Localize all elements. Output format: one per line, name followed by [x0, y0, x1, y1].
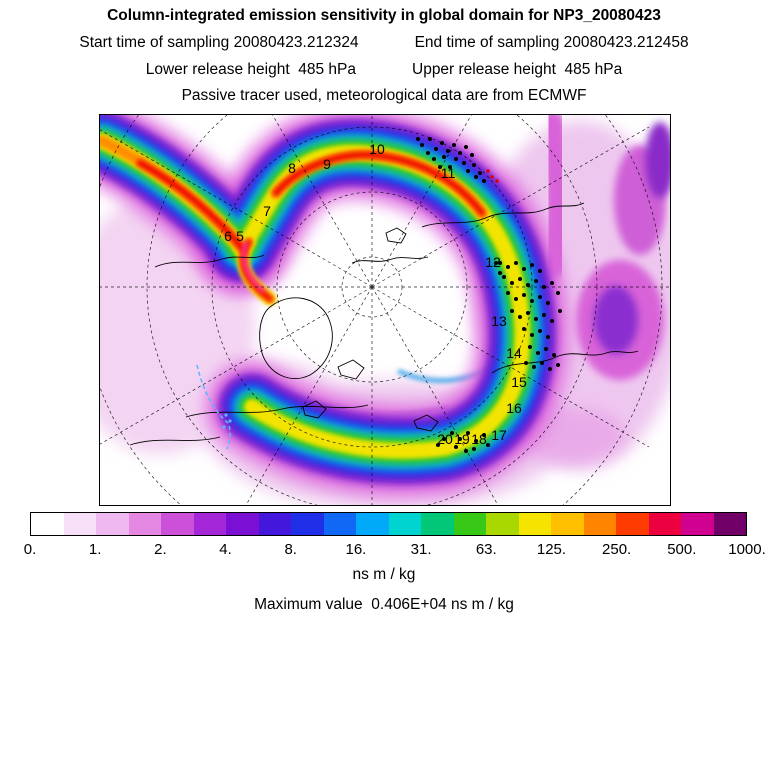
colorbar-segment — [291, 513, 324, 535]
lower-release-text: Lower release height 485 hPa — [145, 61, 356, 78]
max-value-label: Maximum value 0.406E+04 ns m / kg — [254, 596, 514, 613]
colorbar-tick-label: 1000. — [728, 541, 766, 558]
track-point-label: 11 — [441, 165, 456, 181]
colorbar-segment — [193, 513, 226, 535]
colorbar-segment — [681, 513, 714, 535]
upper-release-text: Upper release height 485 hPa — [412, 61, 623, 78]
track-point-label: 7 — [263, 203, 271, 219]
colorbar-tick-row: 0. 1. 2. 4. 8. 16. 31. 63. 125. 250. 500. 1000. — [24, 541, 766, 559]
track-point-label: 10 — [369, 141, 385, 157]
colorbar-segment — [388, 513, 421, 535]
colorbar-tick-label: 500. — [667, 541, 697, 558]
colorbar-segment — [486, 513, 519, 535]
colorbar-segment — [161, 513, 194, 535]
colorbar-segment — [63, 513, 96, 535]
colorbar-segment — [128, 513, 161, 535]
track-point-label: 12 — [485, 254, 501, 270]
sampling-times-line: Start time of sampling 20080423.212324 E… — [0, 34, 768, 52]
tracer-line: Passive tracer used, meteorological data… — [0, 87, 768, 105]
start-time-text: Start time of sampling 20080423.212324 — [79, 34, 359, 51]
track-point-label: 5 — [236, 228, 244, 244]
emission-sensitivity-map: 5 6 7 8 9 10 11 12 13 14 15 16 17 18 19 … — [100, 115, 670, 505]
colorbar-tick-label: 1. — [88, 541, 102, 558]
end-time-text: End time of sampling 20080423.212458 — [414, 34, 689, 51]
colorbar-tick-label: 2. — [154, 541, 167, 558]
colorbar-tick-label: 31. — [410, 541, 432, 558]
track-point-label: 6 — [224, 228, 232, 244]
colorbar-tick-label: 4. — [219, 541, 232, 558]
colorbar-segment — [616, 513, 649, 535]
release-heights-line: Lower release height 485 hPa Upper relea… — [0, 61, 768, 79]
colorbar-segment — [583, 513, 616, 535]
coastlines — [129, 202, 639, 446]
colorbar-segment — [713, 513, 746, 535]
track-point-label: 9 — [323, 156, 331, 172]
track-point-label: 8 — [288, 160, 296, 176]
track-point-labels: 5 6 7 8 9 10 11 12 13 14 15 16 17 18 19 … — [224, 141, 527, 447]
colorbar-tick-label: 8. — [284, 541, 297, 558]
colorbar-tick-label: 250. — [602, 541, 632, 558]
colorbar-segment — [31, 513, 64, 535]
figure-title: Column-integrated emission sensitivity i… — [107, 7, 661, 24]
colorbar-segment — [356, 513, 389, 535]
flight-track-line — [196, 364, 232, 450]
track-point-label: 15 — [511, 374, 527, 390]
colorbar-segment — [453, 513, 486, 535]
tracer-text: Passive tracer used, meteorological data… — [181, 87, 587, 104]
colorbar-segment — [96, 513, 129, 535]
colorbar — [30, 512, 747, 536]
track-point-label: 19 — [454, 431, 470, 447]
colorbar-tick-label: 0. — [23, 541, 37, 558]
track-point-label: 18 — [471, 431, 487, 447]
track-point-label: 13 — [491, 313, 507, 329]
track-point-label: 20 — [437, 431, 453, 447]
track-point-label: 16 — [506, 400, 522, 416]
colorbar-segment — [648, 513, 681, 535]
colorbar-unit-label: ns m / kg — [352, 566, 416, 583]
colorbar-segment — [226, 513, 259, 535]
colorbar-tick-label: 63. — [475, 541, 497, 558]
track-point-label: 17 — [491, 427, 507, 443]
colorbar-segment — [421, 513, 454, 535]
highlight-dots — [486, 169, 499, 183]
polar-map-panel: 5 6 7 8 9 10 11 12 13 14 15 16 17 18 19 … — [99, 114, 671, 506]
colorbar-tick-label: 16. — [345, 541, 367, 558]
colorbar-tick-label: 125. — [536, 541, 567, 558]
colorbar-segment — [518, 513, 551, 535]
sensitivity-plume — [100, 115, 670, 505]
colorbar-segment — [551, 513, 584, 535]
graticule — [100, 115, 670, 505]
colorbar-segment — [323, 513, 356, 535]
measurement-dots — [416, 137, 562, 453]
colorbar-segment — [258, 513, 291, 535]
track-point-label: 14 — [506, 345, 522, 361]
